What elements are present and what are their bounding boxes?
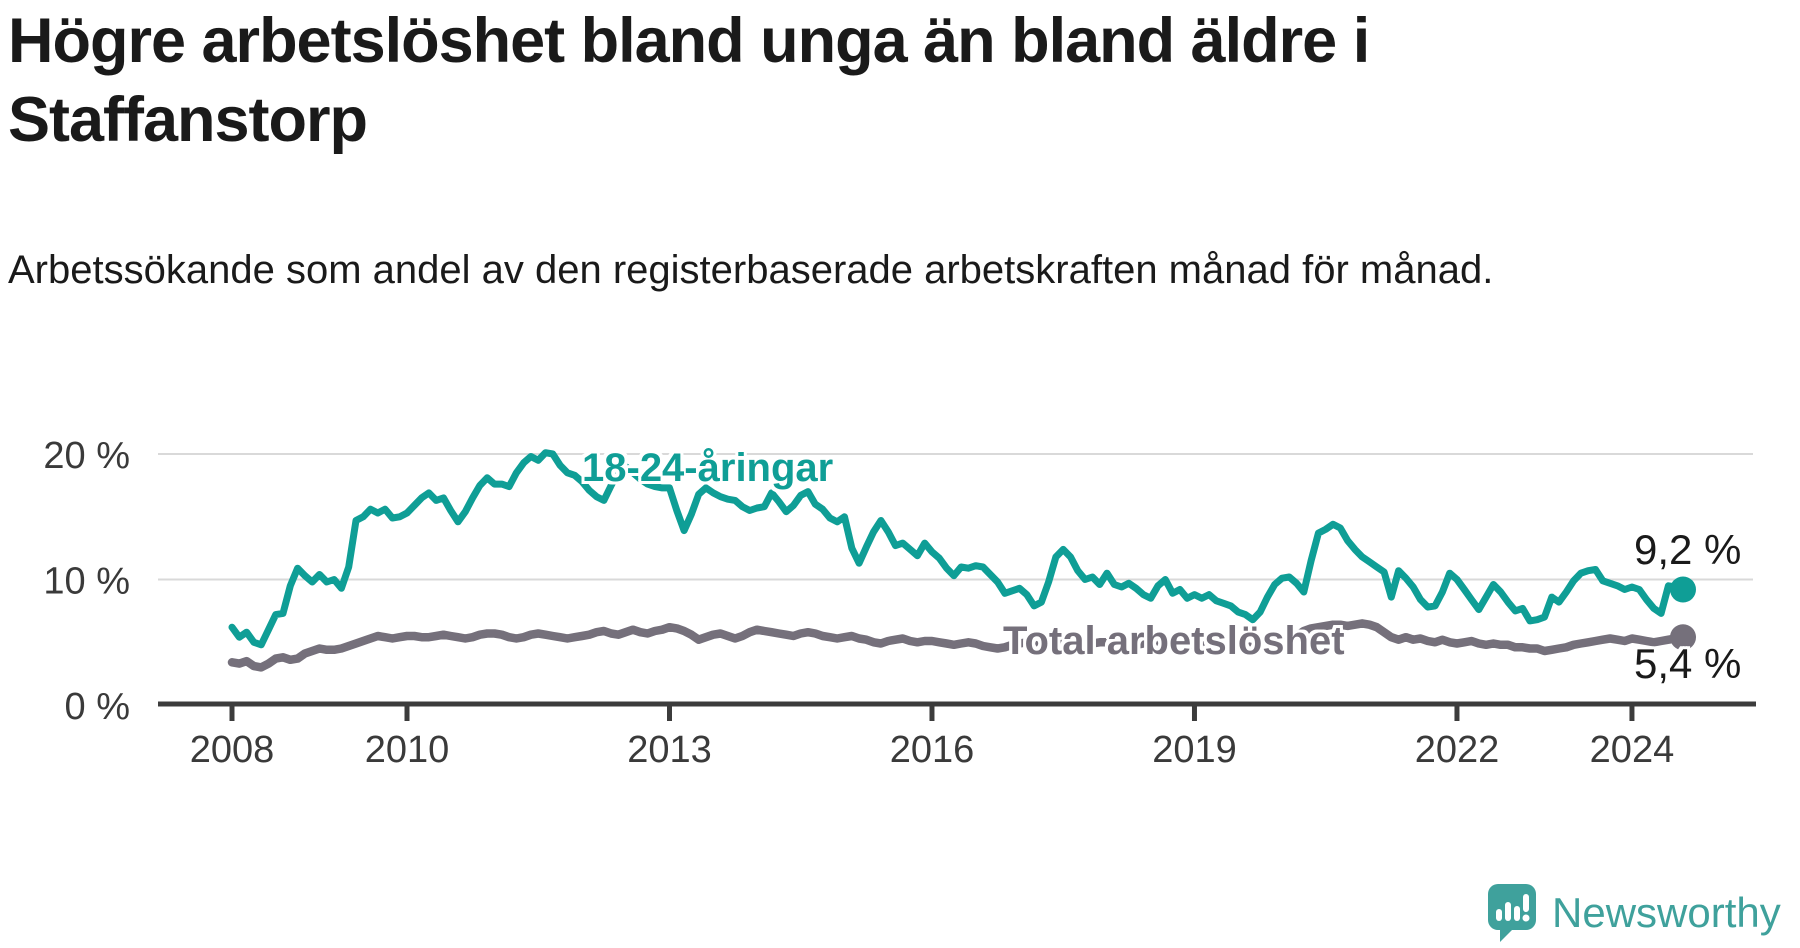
series-end-dot-total — [1670, 624, 1696, 651]
series-label-youth: 18-24-åringar — [582, 446, 834, 490]
series-line-youth — [228, 449, 1687, 649]
x-tick-label: 2022 — [1415, 729, 1500, 771]
x-tick-label: 2019 — [1152, 729, 1237, 771]
annotation-youth-value: 9,2 % — [1634, 526, 1742, 573]
series-end-dot-youth — [1670, 576, 1696, 603]
y-tick-label: 20 % — [43, 435, 130, 477]
brand-logo: Newsworthy — [1488, 884, 1781, 942]
x-tick-label: 2013 — [627, 729, 712, 771]
x-tick-label: 2008 — [190, 729, 275, 771]
series-line-total — [227, 619, 1688, 672]
x-tick-label: 2024 — [1590, 729, 1675, 771]
page-title: Högre arbetslöshet bland unga än bland ä… — [8, 6, 1370, 155]
x-tick-label: 2016 — [890, 729, 975, 771]
series-label-total: Total arbetslöshet — [1003, 619, 1345, 663]
y-tick-label: 10 % — [43, 561, 130, 603]
brand-name: Newsworthy — [1552, 889, 1781, 936]
y-tick-label: 0 % — [65, 686, 130, 728]
page-subtitle: Arbetssökande som andel av den registerb… — [8, 248, 1494, 292]
newsworthy-logo-icon — [1488, 884, 1536, 942]
x-tick-label: 2010 — [365, 729, 450, 771]
annotation-total-value: 5,4 % — [1634, 640, 1742, 687]
